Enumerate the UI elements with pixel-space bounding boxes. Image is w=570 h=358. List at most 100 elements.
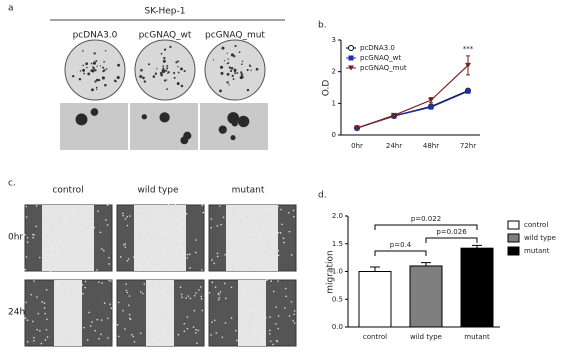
colony	[142, 76, 145, 80]
cell	[219, 291, 222, 293]
cell	[292, 319, 295, 322]
cell	[105, 219, 107, 221]
cell	[51, 224, 54, 227]
colony	[173, 76, 176, 79]
colony	[230, 53, 235, 57]
cell	[171, 213, 173, 216]
cell	[217, 299, 220, 301]
cell	[255, 236, 258, 238]
colony	[117, 63, 121, 67]
cell	[197, 329, 200, 332]
cell	[187, 295, 190, 297]
x-tick-label: 48hr	[423, 142, 439, 150]
y-tick-label: 1.0	[332, 268, 343, 276]
colony	[86, 66, 88, 69]
colony	[102, 66, 105, 69]
cell	[33, 280, 35, 282]
colony	[92, 61, 96, 65]
y-tick-label: 0.0	[332, 323, 343, 331]
cell	[245, 264, 248, 267]
cell	[26, 341, 29, 343]
cell	[139, 332, 142, 334]
colony	[104, 50, 107, 52]
cell	[125, 289, 128, 292]
cell	[26, 319, 29, 321]
colony	[83, 72, 85, 75]
colony	[220, 65, 224, 69]
cell	[80, 341, 82, 343]
cell	[274, 322, 277, 325]
cell	[69, 291, 71, 294]
colony	[180, 84, 184, 88]
cell	[40, 342, 43, 345]
colony	[232, 78, 235, 80]
cell	[128, 317, 131, 320]
colony	[183, 131, 192, 140]
cell	[225, 297, 227, 300]
colony	[218, 125, 227, 134]
cell	[201, 204, 203, 207]
cell	[160, 296, 163, 299]
y-tick-label: 2.0	[332, 212, 343, 220]
cell	[45, 266, 47, 269]
cell	[43, 302, 46, 304]
colony	[239, 76, 243, 80]
cell	[258, 246, 261, 249]
cell	[183, 330, 186, 333]
cell	[249, 252, 252, 254]
marker	[348, 55, 354, 61]
cell	[262, 213, 264, 216]
cell	[32, 233, 34, 236]
colony	[95, 59, 98, 62]
cell	[236, 339, 238, 342]
cell	[232, 269, 234, 272]
colony	[240, 74, 243, 77]
cell	[108, 263, 111, 265]
colony	[95, 88, 98, 90]
cell	[218, 297, 221, 299]
cell	[153, 263, 156, 266]
cell	[70, 334, 73, 337]
cell	[137, 215, 139, 217]
cell	[229, 240, 231, 242]
colony	[79, 70, 82, 72]
cell	[216, 255, 219, 258]
cell	[69, 219, 72, 222]
cell	[272, 343, 274, 346]
cell	[125, 283, 127, 285]
cell	[285, 295, 288, 298]
cell	[133, 245, 136, 247]
cell	[36, 328, 38, 331]
cell	[283, 241, 285, 244]
cell	[147, 230, 149, 233]
legend-label: wild type	[524, 234, 556, 242]
colony	[166, 64, 169, 67]
cell	[51, 265, 53, 267]
cell	[230, 317, 233, 319]
cell	[200, 295, 203, 298]
cell	[35, 205, 38, 207]
cell	[200, 298, 203, 300]
error-bar	[370, 266, 380, 272]
cell	[251, 313, 254, 315]
cell	[195, 239, 197, 241]
colony	[220, 71, 224, 75]
cell	[249, 268, 252, 271]
colony	[169, 45, 172, 48]
cell	[213, 319, 216, 322]
cell	[57, 220, 60, 223]
cell	[89, 325, 92, 327]
panel-label: c.	[8, 179, 16, 189]
colony	[181, 68, 183, 70]
cell	[101, 248, 103, 250]
cell	[90, 208, 92, 211]
marker	[354, 125, 360, 131]
colony	[228, 66, 232, 69]
cell	[219, 205, 221, 207]
cell	[275, 252, 277, 255]
colony	[233, 55, 236, 58]
cell	[127, 258, 130, 260]
cell	[46, 318, 48, 320]
colony	[237, 115, 250, 128]
cell	[30, 293, 32, 296]
